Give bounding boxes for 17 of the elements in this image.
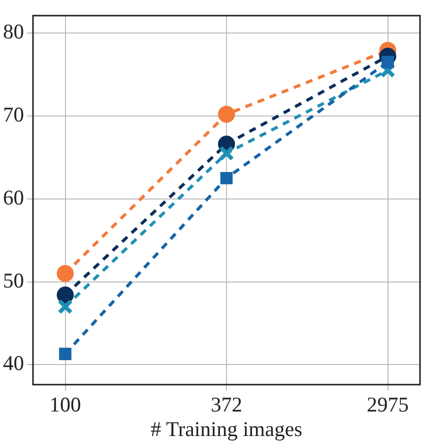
- x-axis-title: # Training images: [150, 416, 302, 441]
- y-tick-label: 40: [3, 351, 24, 376]
- x-tick-label: 2975: [366, 392, 409, 417]
- point: [218, 146, 234, 161]
- x-tick-label: 372: [210, 392, 242, 417]
- point: [58, 298, 73, 314]
- y-tick-label: 70: [3, 102, 24, 126]
- x-tick-label: 100: [50, 392, 81, 417]
- point: [220, 172, 233, 184]
- point: [382, 56, 394, 68]
- y-tick-label: 60: [3, 185, 24, 210]
- point: [59, 348, 72, 360]
- point: [218, 106, 235, 123]
- point: [56, 264, 74, 282]
- point: [56, 286, 74, 304]
- y-tick-label: 50: [3, 268, 24, 292]
- y-tick-label: 80: [3, 20, 24, 44]
